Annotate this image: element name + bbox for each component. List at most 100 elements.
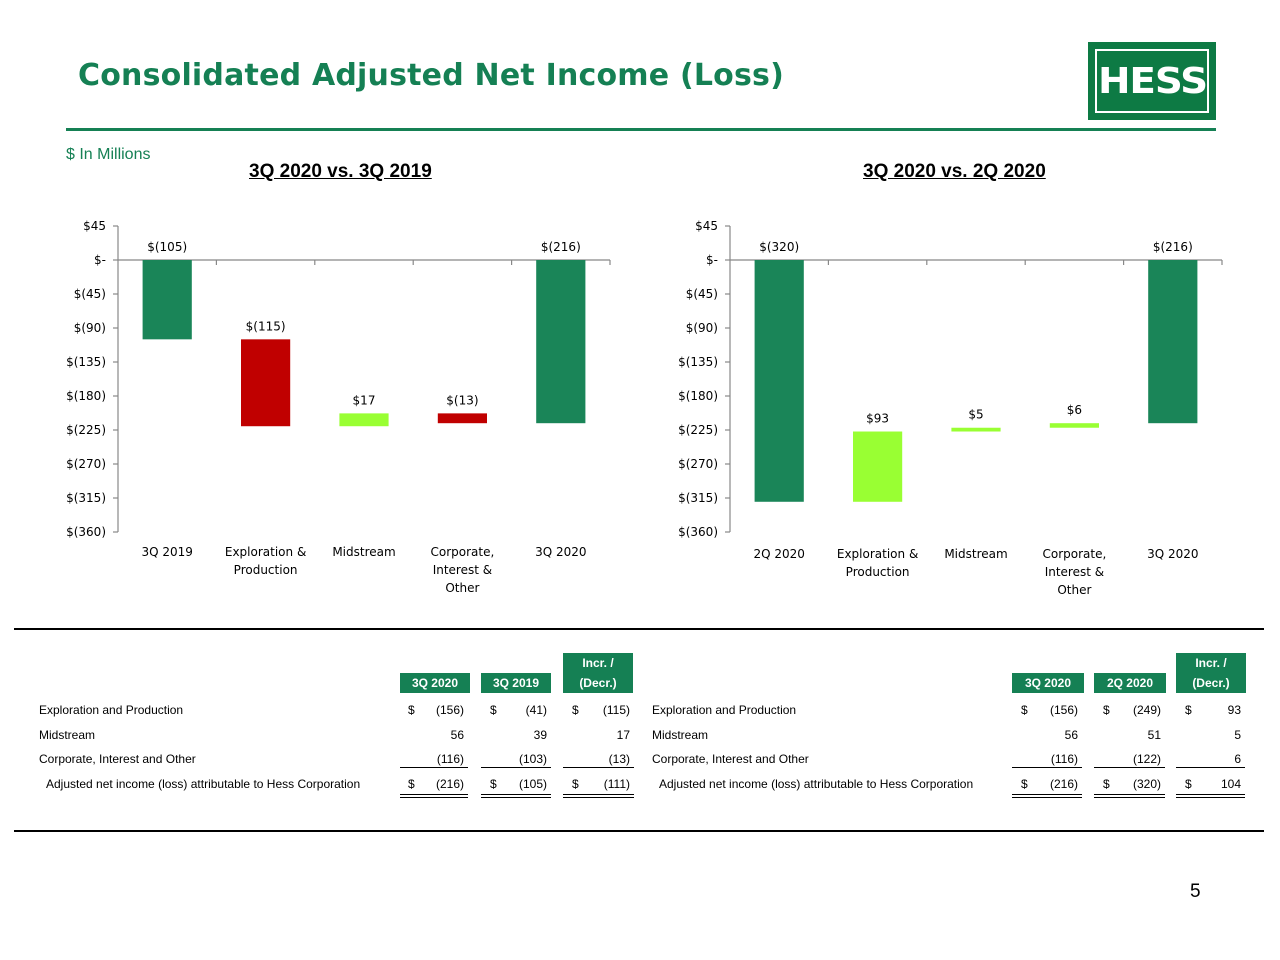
table-right-value-cell: 93 (1227, 703, 1241, 717)
right-chart-category-label: Other (1057, 583, 1091, 597)
table-left-value-cell: (216) (435, 777, 464, 791)
right-chart-data-label: $(216) (1153, 240, 1193, 254)
left-chart-data-label: $(105) (147, 240, 187, 254)
right-chart-category-label: Corporate, (1042, 547, 1106, 561)
table-left-header-col3-line2: (Decr.) (579, 676, 617, 690)
table-right-value-cell: (320) (1132, 777, 1161, 791)
left-chart-y-tick-label: $(270) (66, 457, 106, 471)
table-left-header-col3: Incr. / (Decr.) (563, 653, 633, 693)
table-right-value-cell: 56 (1064, 728, 1078, 742)
right-chart-y-tick-label: $(45) (686, 287, 718, 301)
table-right-currency-symbol: $ (1103, 703, 1110, 717)
table-left-value-cell: (111) (603, 777, 630, 791)
table-right-header-col1: 3Q 2020 (1012, 673, 1084, 693)
right-chart-bar (853, 431, 903, 502)
right-chart-data-label: $(320) (759, 240, 799, 254)
table-left-row-label: Corporate, Interest and Other (39, 752, 196, 766)
table-left-value-cell: (116) (436, 752, 464, 766)
left-chart-category-label: Exploration & (225, 545, 306, 559)
table-right-row-label: Exploration and Production (652, 703, 797, 717)
table-right-value-cell: (122) (1132, 752, 1161, 766)
right-chart-y-tick-label: $(135) (678, 355, 718, 369)
table-right-header-col3: Incr. / (Decr.) (1176, 653, 1246, 693)
left-chart-category-label: 3Q 2020 (535, 545, 586, 559)
right-chart-y-tick-label: $(360) (678, 525, 718, 539)
left-chart-data-label: $(216) (541, 240, 581, 254)
title-divider (66, 128, 1216, 131)
right-chart-data-label: $6 (1067, 403, 1082, 417)
right-chart-data-label: $5 (968, 408, 983, 422)
right-chart-category-label: 2Q 2020 (753, 547, 804, 561)
table-left-value-cell: (105) (518, 777, 547, 791)
left-chart-category-label: Interest & (433, 563, 492, 577)
table-left-value-cell: (13) (608, 752, 630, 766)
left-chart-y-tick-label: $(360) (66, 525, 106, 539)
left-chart-y-tick-label: $45 (83, 219, 106, 233)
right-chart-bar (1049, 423, 1099, 428)
table-right-header-col2: 2Q 2020 (1094, 673, 1166, 693)
page-title: Consolidated Adjusted Net Income (Loss) (78, 58, 785, 93)
right-chart-y-tick-label: $(225) (678, 423, 718, 437)
table-right-currency-symbol: $ (1185, 777, 1192, 791)
table-right-value-cell: 104 (1220, 777, 1241, 791)
left-chart-bar (241, 339, 291, 427)
table-left-value-cell: (156) (435, 703, 464, 717)
table-left-value-cell: (115) (602, 703, 630, 717)
table-right-value-cell: (156) (1049, 703, 1078, 717)
right-chart-category-label: Production (846, 565, 910, 579)
table-left-subtotal-rule (481, 767, 551, 768)
right-chart-category-label: 3Q 2020 (1147, 547, 1198, 561)
table-right-total-double-rule (1012, 797, 1082, 798)
table-right-value-cell: (116) (1050, 752, 1078, 766)
right-chart-y-tick-label: $(180) (678, 389, 718, 403)
left-chart-data-label: $(13) (446, 393, 478, 407)
table-right-total-double-rule (1094, 797, 1165, 798)
table-right-subtotal-rule (1012, 767, 1082, 768)
table-left-total-double-rule (400, 797, 468, 798)
table-right-total-double-rule (1176, 794, 1245, 795)
table-left-value-cell: 17 (616, 728, 630, 742)
waterfall-chart-left: $45 $- $(45) $(90) $(135) $(180) $(225) $(270) $… (66, 219, 611, 595)
left-chart-category-label: Production (234, 563, 298, 577)
table-left-row-label: Adjusted net income (loss) attributable … (46, 777, 361, 791)
table-right-value-cell: 51 (1147, 728, 1161, 742)
table-left-header-col2: 3Q 2019 (481, 673, 551, 693)
table-right-total-double-rule (1012, 794, 1082, 795)
table-bottom-rule (14, 830, 1264, 832)
hess-logo-text: HESS (1097, 60, 1207, 102)
left-chart-y-tick-label: $(45) (74, 287, 106, 301)
table-left-subtotal-rule (400, 767, 468, 768)
left-chart-bar (339, 413, 389, 427)
table-left-value-cell: 39 (533, 728, 547, 742)
table-left-currency-symbol: $ (408, 703, 415, 717)
table-left-row-label: Exploration and Production (39, 703, 184, 717)
table-right-header-col3-line2: (Decr.) (1192, 676, 1230, 690)
table-left-total-double-rule (563, 794, 634, 795)
table-left-value-cell: (103) (518, 752, 547, 766)
right-chart-category-label: Interest & (1045, 565, 1104, 579)
table-right-value-cell: 6 (1234, 752, 1241, 766)
right-chart-category-label: Midstream (944, 547, 1007, 561)
table-right-value-cell: 5 (1234, 728, 1241, 742)
table-right-currency-symbol: $ (1021, 703, 1028, 717)
right-chart-y-tick-label: $(270) (678, 457, 718, 471)
left-chart-y-tick-label: $(90) (74, 321, 106, 335)
table-right-subtotal-rule (1094, 767, 1165, 768)
left-chart-bar (437, 413, 487, 424)
table-right-row-label: Midstream (652, 728, 709, 742)
table-right-currency-symbol: $ (1103, 777, 1110, 791)
table-left-total-double-rule (400, 794, 468, 795)
left-chart-y-tick-label: $(315) (66, 491, 106, 505)
left-chart-y-tick-label: $(225) (66, 423, 106, 437)
table-right-value-cell: (216) (1049, 777, 1078, 791)
right-chart-y-tick-label: $(315) (678, 491, 718, 505)
right-chart-data-label: $93 (866, 412, 889, 426)
right-chart-bar (754, 260, 804, 502)
left-chart-bar (536, 260, 586, 424)
right-chart-y-tick-label: $- (706, 253, 718, 267)
table-top-rule (14, 628, 1264, 630)
table-left-value-cell: (41) (525, 703, 547, 717)
table-left-total-double-rule (481, 794, 551, 795)
table-left-row-label: Midstream (39, 728, 96, 742)
table-right-total-double-rule (1176, 797, 1245, 798)
